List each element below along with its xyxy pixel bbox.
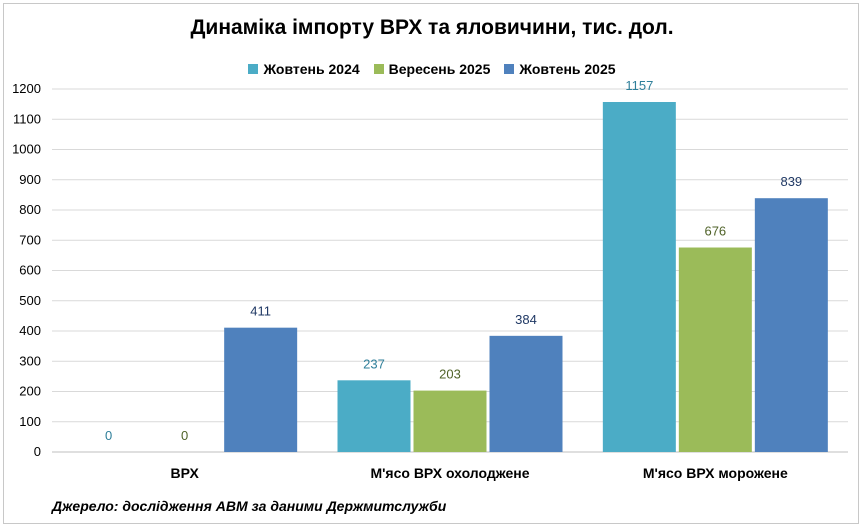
y-tick-label: 1200 — [12, 81, 41, 96]
data-label: 676 — [704, 224, 726, 239]
data-label: 0 — [105, 428, 112, 443]
y-tick-label: 800 — [19, 202, 41, 217]
x-tick-label: М'ясо ВРХ охолоджене — [370, 465, 529, 481]
y-tick-label: 300 — [19, 353, 41, 368]
chart-title: Динаміка імпорту ВРХ та яловичини, тис. … — [190, 16, 674, 39]
bar — [678, 247, 752, 452]
y-tick-label: 200 — [19, 384, 41, 399]
y-tick-label: 700 — [19, 232, 41, 247]
y-tick-label: 600 — [19, 263, 41, 278]
legend-swatch — [373, 64, 384, 74]
data-label: 1157 — [625, 78, 653, 93]
source-note: Джерело: дослідження АВМ за даними Держм… — [52, 498, 447, 514]
data-label: 0 — [181, 428, 188, 443]
x-tick-label: М'ясо ВРХ морожене — [643, 465, 788, 481]
data-label: 237 — [363, 356, 385, 371]
bar — [413, 390, 487, 452]
legend-label: Вересень 2025 — [388, 61, 491, 77]
bar — [224, 327, 298, 452]
y-tick-label: 1100 — [13, 111, 41, 126]
y-tick-label: 0 — [34, 444, 41, 459]
bar — [754, 198, 828, 452]
legend-swatch — [504, 64, 515, 74]
data-label: 384 — [515, 312, 537, 327]
legend-item: Жовтень 2024 — [248, 61, 360, 77]
y-tick-label: 900 — [19, 172, 41, 187]
data-label: 839 — [780, 174, 802, 189]
y-tick-label: 100 — [19, 414, 41, 429]
y-tick-label: 1000 — [12, 142, 41, 157]
legend-swatch — [248, 64, 259, 74]
y-tick-label: 400 — [19, 323, 41, 338]
legend: Жовтень 2024 Вересень 2025 Жовтень 2025 — [0, 61, 864, 77]
y-tick-label: 500 — [19, 293, 41, 308]
legend-label: Жовтень 2024 — [263, 61, 360, 77]
data-label: 411 — [250, 304, 271, 319]
legend-label: Жовтень 2025 — [519, 61, 616, 77]
legend-item: Жовтень 2025 — [504, 61, 616, 77]
legend-item: Вересень 2025 — [373, 61, 491, 77]
data-label: 203 — [439, 367, 461, 382]
bar — [602, 102, 676, 452]
x-tick-label: ВРХ — [171, 465, 200, 481]
bar — [489, 335, 563, 452]
bar — [337, 380, 411, 452]
